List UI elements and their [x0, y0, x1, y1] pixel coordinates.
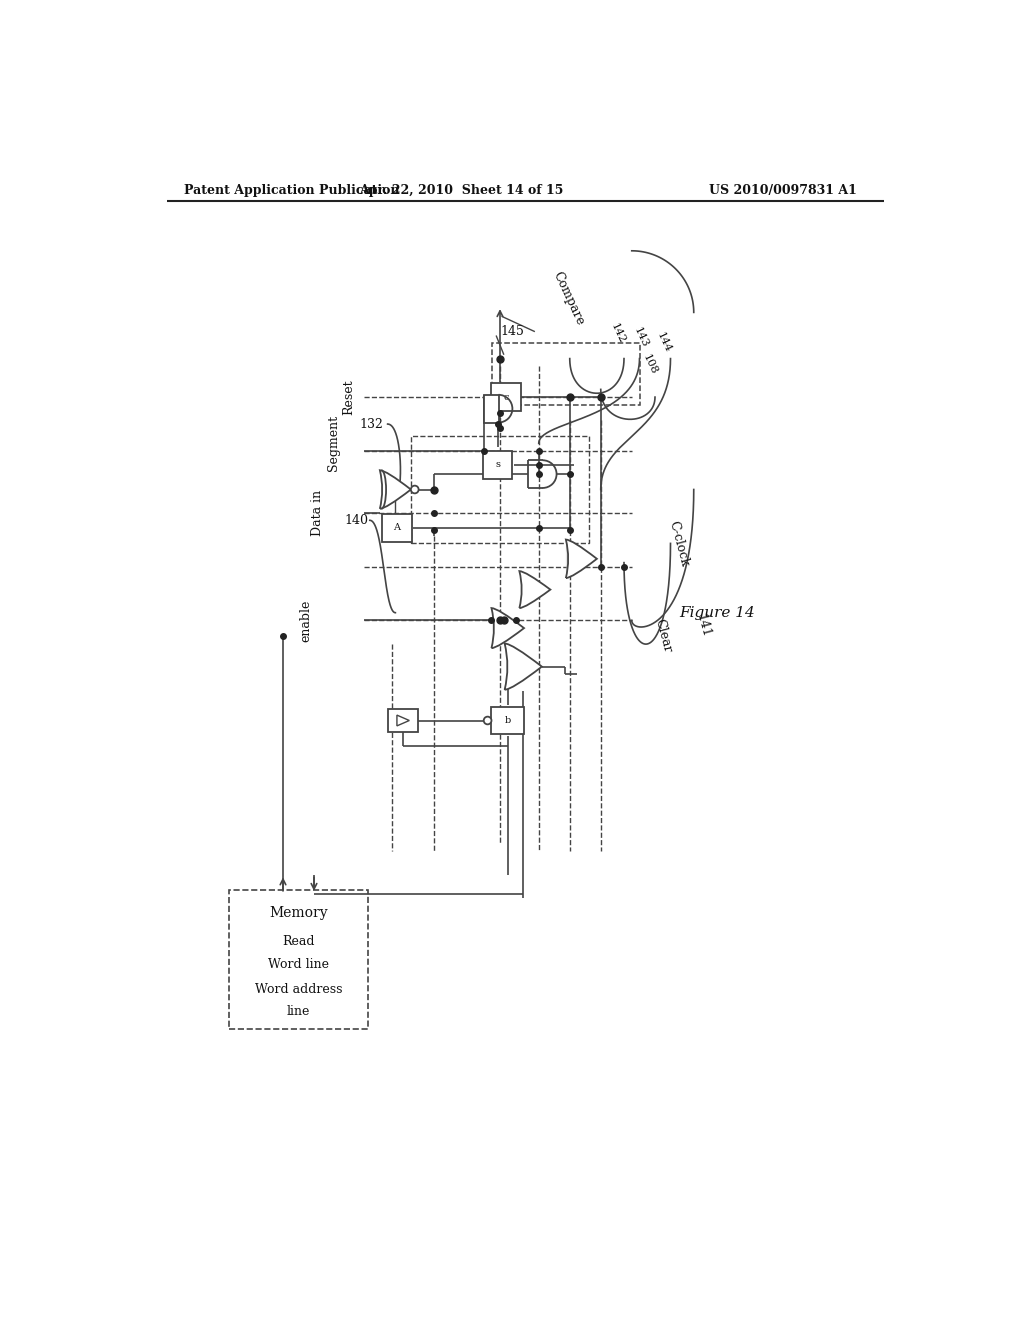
- Circle shape: [411, 486, 419, 494]
- Text: Figure 14: Figure 14: [679, 606, 755, 619]
- Text: A: A: [393, 524, 400, 532]
- Text: US 2010/0097831 A1: US 2010/0097831 A1: [710, 185, 857, 197]
- Text: c: c: [504, 392, 509, 401]
- Text: Clear: Clear: [652, 618, 674, 655]
- Circle shape: [483, 717, 492, 725]
- Bar: [493, 343, 640, 405]
- Text: 143: 143: [632, 326, 650, 348]
- Polygon shape: [397, 715, 410, 726]
- Text: line: line: [287, 1006, 310, 1018]
- Bar: [492, 383, 521, 411]
- Text: 145: 145: [500, 325, 524, 338]
- PathPatch shape: [505, 644, 542, 689]
- Text: 108: 108: [641, 352, 659, 376]
- FancyBboxPatch shape: [566, 544, 579, 574]
- Text: 132: 132: [359, 417, 384, 430]
- Text: Reset: Reset: [342, 379, 355, 414]
- Bar: [492, 706, 524, 734]
- Text: Read: Read: [283, 935, 314, 948]
- Text: enable: enable: [300, 599, 312, 642]
- Text: Segment: Segment: [327, 416, 340, 471]
- Bar: [382, 515, 412, 543]
- Text: 141: 141: [693, 612, 713, 639]
- PathPatch shape: [566, 540, 597, 578]
- PathPatch shape: [380, 470, 411, 508]
- Text: Memory: Memory: [269, 907, 328, 920]
- Text: Apr. 22, 2010  Sheet 14 of 15: Apr. 22, 2010 Sheet 14 of 15: [359, 185, 563, 197]
- Text: 142: 142: [608, 322, 627, 346]
- Text: 144: 144: [655, 331, 673, 355]
- Text: Compare: Compare: [550, 269, 587, 327]
- Text: Word line: Word line: [268, 958, 329, 972]
- Bar: [228, 890, 369, 1028]
- Text: Data in: Data in: [311, 490, 325, 536]
- PathPatch shape: [492, 609, 524, 648]
- Text: Word address: Word address: [255, 983, 342, 997]
- Bar: [388, 709, 418, 733]
- Bar: [411, 436, 589, 544]
- Text: C-clock: C-clock: [666, 519, 690, 568]
- Text: s: s: [496, 461, 500, 470]
- Text: 140: 140: [344, 513, 369, 527]
- Bar: [483, 395, 500, 422]
- Text: b: b: [505, 715, 511, 725]
- PathPatch shape: [519, 572, 550, 609]
- Bar: [483, 451, 512, 479]
- Text: Patent Application Publication: Patent Application Publication: [183, 185, 399, 197]
